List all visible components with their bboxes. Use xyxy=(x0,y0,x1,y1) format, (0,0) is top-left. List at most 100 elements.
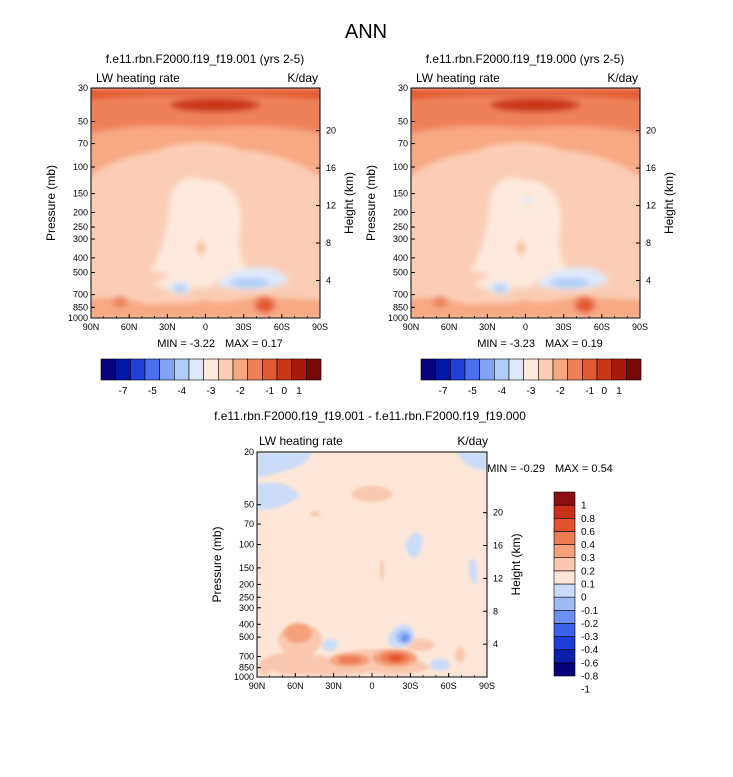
height-tick-label: 12 xyxy=(493,573,503,583)
y-tick-label: 30 xyxy=(398,83,408,93)
max-label: MAX = 0.54 xyxy=(555,463,613,475)
y-tick-label: 50 xyxy=(244,500,254,510)
height-tick-label: 8 xyxy=(326,238,331,248)
x-tick-label: 90S xyxy=(479,681,495,691)
y-tick-label: 200 xyxy=(73,207,88,217)
colorbar-label: 0 xyxy=(282,386,288,397)
colorbar-swatch xyxy=(276,358,292,381)
units-label: K/day xyxy=(607,71,638,85)
colorbar-label: 0.3 xyxy=(581,553,595,564)
y-tick-label: 300 xyxy=(239,603,254,613)
colorbar-swatch xyxy=(232,358,248,381)
height-tick-label: 4 xyxy=(646,276,651,286)
height-tick-label: 16 xyxy=(493,541,503,551)
colorbar-label: -5 xyxy=(148,386,157,397)
y-tick-label: 700 xyxy=(239,651,254,661)
y-axis-title: Pressure (mb) xyxy=(210,526,224,602)
height-tick-label: 8 xyxy=(646,238,651,248)
colorbar-label: 1 xyxy=(581,501,587,512)
colorbar-label: -4 xyxy=(497,386,506,397)
figure-title: ANN xyxy=(345,21,387,43)
colorbar-label: -2 xyxy=(236,386,245,397)
colorbar-swatch xyxy=(553,649,576,664)
colorbar-swatch xyxy=(464,358,480,381)
y-tick-label: 300 xyxy=(393,234,408,244)
colorbar-swatch xyxy=(553,504,576,519)
colorbar-swatch xyxy=(538,358,554,381)
y-tick-label: 300 xyxy=(73,234,88,244)
colorbar-label: 0.6 xyxy=(581,527,595,538)
height-tick-label: 16 xyxy=(326,163,336,173)
y-right-axis-title: Height (km) xyxy=(509,533,523,595)
panel-difference: f.e11.rbn.F2000.f19_f19.001 - f.e11.rbn.… xyxy=(210,409,613,696)
contour-field xyxy=(411,88,640,318)
height-tick-label: 20 xyxy=(646,126,656,136)
max-label: MAX = 0.17 xyxy=(225,338,283,350)
y-tick-label: 1000 xyxy=(68,313,88,323)
variable-label: LW heating rate xyxy=(96,71,180,85)
y-tick-label: 250 xyxy=(393,222,408,232)
colorbar: -7 -5 -4 -3 -2 -1 0 1 xyxy=(100,358,322,397)
x-tick-label: 60N xyxy=(287,681,304,691)
y-tick-label: 150 xyxy=(239,563,254,573)
colorbar-label: 0.2 xyxy=(581,566,595,577)
colorbar-swatch xyxy=(553,557,576,572)
colorbar: -7 -5 -4 -3 -2 -1 0 1 xyxy=(420,358,642,397)
axes: 90N 60N 30N 0 30S 60S 90S 20 50 70 100 150 200 250300… xyxy=(210,447,523,691)
colorbar-swatch xyxy=(552,358,568,381)
colorbar-swatch xyxy=(435,358,451,381)
y-tick-label: 30 xyxy=(78,83,88,93)
variable-label: LW heating rate xyxy=(259,434,343,448)
y-axis-title: Pressure (mb) xyxy=(364,165,378,241)
colorbar-label: -4 xyxy=(177,386,186,397)
colorbar-swatch xyxy=(626,358,642,381)
y-tick-label: 1000 xyxy=(388,313,408,323)
colorbar-swatch xyxy=(130,358,146,381)
y-axis-title: Pressure (mb) xyxy=(44,165,58,241)
height-tick-label: 12 xyxy=(326,201,336,211)
colorbar-swatch xyxy=(553,531,576,545)
colorbar-swatch xyxy=(115,358,131,381)
colorbar-swatch xyxy=(508,358,524,381)
panel-title: f.e11.rbn.F2000.f19_f19.001 - f.e11.rbn.… xyxy=(214,409,526,423)
axes: 90N 60N 30N 0 30S 60S 90S 30 50 70 100 150 200 250 300… xyxy=(44,83,356,332)
colorbar-swatch xyxy=(174,358,190,381)
colorbar-label: -3 xyxy=(527,386,536,397)
colorbar-label: -1 xyxy=(265,386,274,397)
colorbar-label: -0.6 xyxy=(581,658,599,669)
colorbar-label: 0.1 xyxy=(581,580,595,591)
x-tick-label: 30N xyxy=(325,681,342,691)
y-tick-label: 850 xyxy=(393,302,408,312)
colorbar-label: -5 xyxy=(468,386,477,397)
colorbar-swatch xyxy=(420,358,436,381)
panel-title: f.e11.rbn.F2000.f19_f19.001 (yrs 2-5) xyxy=(106,52,305,66)
colorbar-label: 0.8 xyxy=(581,514,595,525)
y-tick-label: 500 xyxy=(73,268,88,278)
axes: 90N 60N 30N 0 30S 60S 90S 30 50 70 100 150 200 250 300… xyxy=(364,83,676,332)
colorbar-swatch xyxy=(567,358,583,381)
y-tick-label: 200 xyxy=(393,207,408,217)
y-tick-label: 500 xyxy=(393,268,408,278)
y-tick-label: 400 xyxy=(393,253,408,263)
colorbar-swatch xyxy=(203,358,219,381)
y-tick-label: 850 xyxy=(239,663,254,673)
variable-label: LW heating rate xyxy=(416,71,500,85)
colorbar-swatch xyxy=(523,358,539,381)
colorbar-swatch xyxy=(553,583,576,598)
y-tick-label: 70 xyxy=(244,519,254,529)
y-tick-label: 1000 xyxy=(234,672,254,682)
colorbar-swatch xyxy=(553,517,576,532)
height-tick-label: 8 xyxy=(493,606,498,616)
x-tick-label: 30N xyxy=(479,322,496,332)
colorbar-swatch xyxy=(553,636,576,651)
y-tick-label: 150 xyxy=(393,189,408,199)
y-right-axis-title: Height (km) xyxy=(342,172,356,234)
colorbar-label: -2 xyxy=(556,386,565,397)
x-tick-label: 0 xyxy=(203,322,208,332)
x-tick-label: 30N xyxy=(159,322,176,332)
min-label: MIN = -3.22 xyxy=(157,338,215,350)
colorbar-label: 0 xyxy=(602,386,608,397)
colorbar-label: -0.2 xyxy=(581,619,599,630)
